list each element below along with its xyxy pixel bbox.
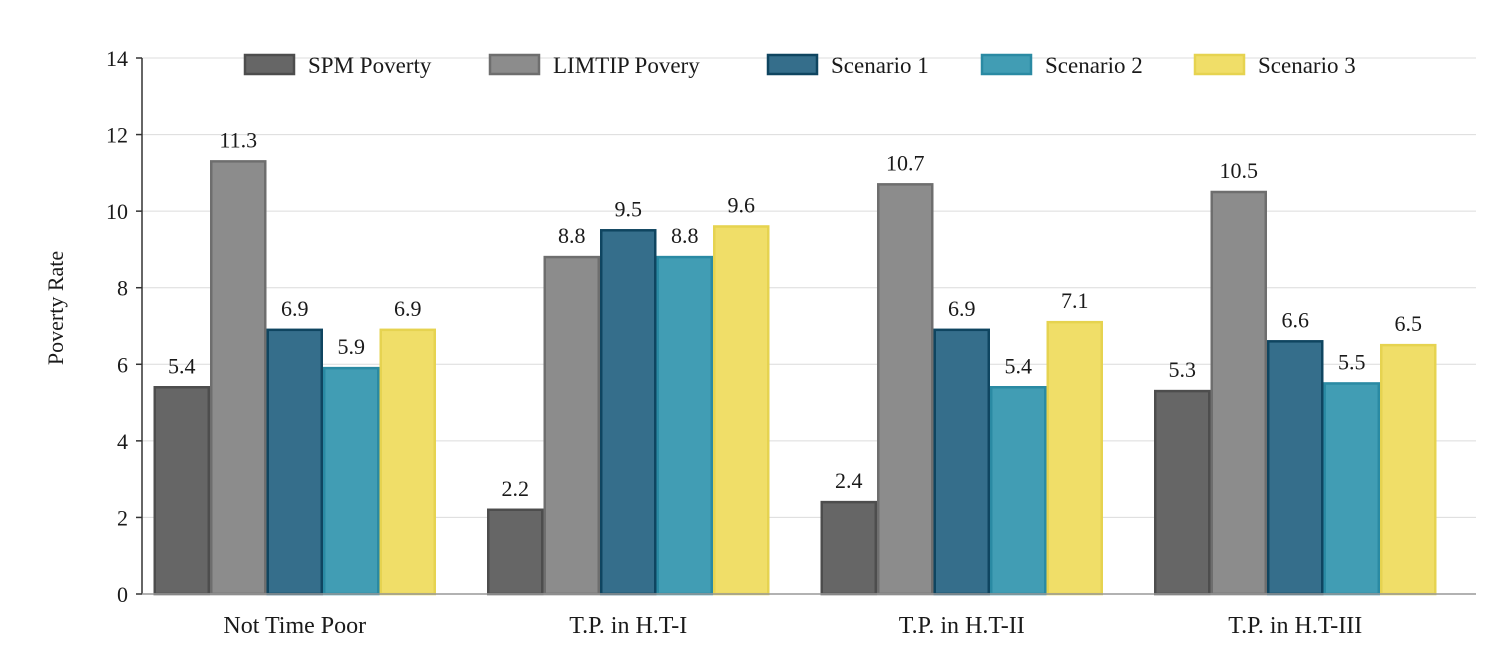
bar <box>600 229 657 596</box>
axes: 0 2 4 6 8 10 12 14 Not Time Poor T.P. in H.T-I T.P… <box>106 46 1476 639</box>
data-label: 6.9 <box>394 296 422 321</box>
data-label: 5.4 <box>1005 353 1033 378</box>
data-label: 9.6 <box>728 192 756 217</box>
bar <box>877 183 934 596</box>
bar <box>1380 343 1437 596</box>
legend-swatch <box>488 53 541 76</box>
bar <box>990 386 1047 596</box>
data-label: 8.8 <box>558 223 586 248</box>
bar <box>543 255 600 596</box>
data-label: 9.5 <box>615 196 643 221</box>
bar <box>487 508 544 596</box>
legend-swatch <box>1193 53 1246 76</box>
data-label: 8.8 <box>671 223 699 248</box>
x-category-label: T.P. in H.T-III <box>1228 613 1362 639</box>
data-label: 6.9 <box>948 296 976 321</box>
legend-swatch <box>980 53 1033 76</box>
y-tick-label: 8 <box>117 276 128 301</box>
legend-swatch <box>243 53 296 76</box>
y-tick-label: 6 <box>117 352 128 377</box>
bar <box>210 160 267 596</box>
data-label: 2.4 <box>835 468 863 493</box>
legend-label: Scenario 1 <box>831 53 929 78</box>
bar <box>713 225 770 596</box>
bar <box>1323 382 1380 596</box>
legend-swatch <box>766 53 819 76</box>
bar <box>820 500 877 596</box>
y-tick-label: 0 <box>117 582 128 607</box>
data-label: 10.7 <box>886 150 925 175</box>
y-tick-label: 4 <box>117 429 128 454</box>
data-labels: 5.4 11.3 6.9 5.9 6.9 2.2 8.8 9.5 8.8 9.6 2.4 10.7 6.… <box>168 127 1422 500</box>
x-category-label: T.P. in H.T-I <box>569 613 687 639</box>
bar <box>1154 389 1211 596</box>
data-label: 5.9 <box>338 334 366 359</box>
y-tick-label: 12 <box>106 123 128 148</box>
bar <box>656 255 713 596</box>
data-label: 6.6 <box>1282 307 1310 332</box>
legend-label: LIMTIP Povery <box>553 53 700 78</box>
legend-label: SPM Poverty <box>308 53 432 78</box>
bar <box>266 328 323 596</box>
data-label: 5.3 <box>1169 357 1197 382</box>
legend-label: Scenario 3 <box>1258 53 1356 78</box>
legend-label: Scenario 2 <box>1045 53 1143 78</box>
y-tick-label: 2 <box>117 505 128 530</box>
data-label: 6.5 <box>1395 311 1423 336</box>
y-axis-title: Poverty Rate <box>43 251 68 365</box>
bar <box>1267 340 1324 596</box>
bar <box>1046 320 1103 596</box>
bar <box>379 328 436 596</box>
data-label: 7.1 <box>1061 288 1089 313</box>
bar <box>933 328 990 596</box>
x-category-label: Not Time Poor <box>223 613 366 639</box>
data-label: 5.5 <box>1338 349 1366 374</box>
data-label: 11.3 <box>219 127 257 152</box>
y-tick-label: 14 <box>106 46 128 71</box>
bar <box>153 386 210 596</box>
data-label: 6.9 <box>281 296 309 321</box>
data-label: 5.4 <box>168 353 196 378</box>
bar <box>1210 190 1267 596</box>
data-label: 10.5 <box>1220 158 1259 183</box>
y-tick-label: 10 <box>106 199 128 224</box>
bar <box>323 366 380 596</box>
legend: SPM Poverty LIMTIP Povery Scenario 1 Scenar… <box>243 53 1356 78</box>
data-label: 2.2 <box>502 476 530 501</box>
bars <box>153 160 1437 596</box>
x-category-label: T.P. in H.T-II <box>899 613 1025 639</box>
